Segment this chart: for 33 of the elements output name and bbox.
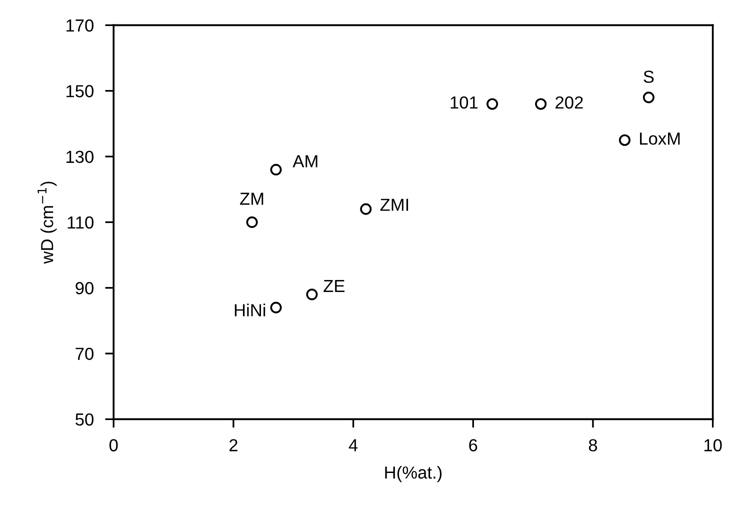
- point: [486, 98, 498, 110]
- x-axis-title: H(%at.): [385, 466, 442, 482]
- y-axis-title: wD (cm$^{−1}$): [38, 182, 57, 264]
- annotation: 202: [556, 96, 583, 109]
- annotation: ZE: [324, 280, 344, 292]
- x-tick-label: 8: [588, 439, 598, 452]
- point: [270, 302, 282, 314]
- y-tick-label: 170: [66, 19, 94, 32]
- x-tick-label: 6: [469, 439, 478, 452]
- y-tick-label: 150: [66, 85, 94, 98]
- annotation: LoxM: [640, 132, 680, 145]
- point: [618, 134, 630, 146]
- annotation: ZMI: [380, 198, 408, 211]
- annotation: 101: [450, 96, 478, 109]
- point: [642, 92, 654, 104]
- point: [360, 203, 372, 215]
- x-tick-label: 10: [704, 439, 722, 452]
- x-tick-label: 0: [109, 439, 118, 452]
- y-tick-label: 110: [68, 216, 94, 229]
- point: [306, 288, 318, 300]
- point: [246, 216, 258, 228]
- point: [270, 164, 282, 176]
- y-tick-label: 70: [76, 348, 94, 360]
- x-tick-label: 2: [229, 439, 238, 452]
- x-tick-label: 4: [348, 439, 358, 452]
- annotation: HiNi: [234, 304, 266, 316]
- annotation: S: [644, 70, 654, 83]
- y-tick-label: 50: [76, 413, 94, 426]
- annotation: ZM: [240, 192, 264, 205]
- y-tick-label: 90: [76, 282, 94, 294]
- y-tick-label: 130: [66, 150, 94, 163]
- point: [535, 98, 547, 110]
- annotation: AM: [292, 155, 318, 168]
